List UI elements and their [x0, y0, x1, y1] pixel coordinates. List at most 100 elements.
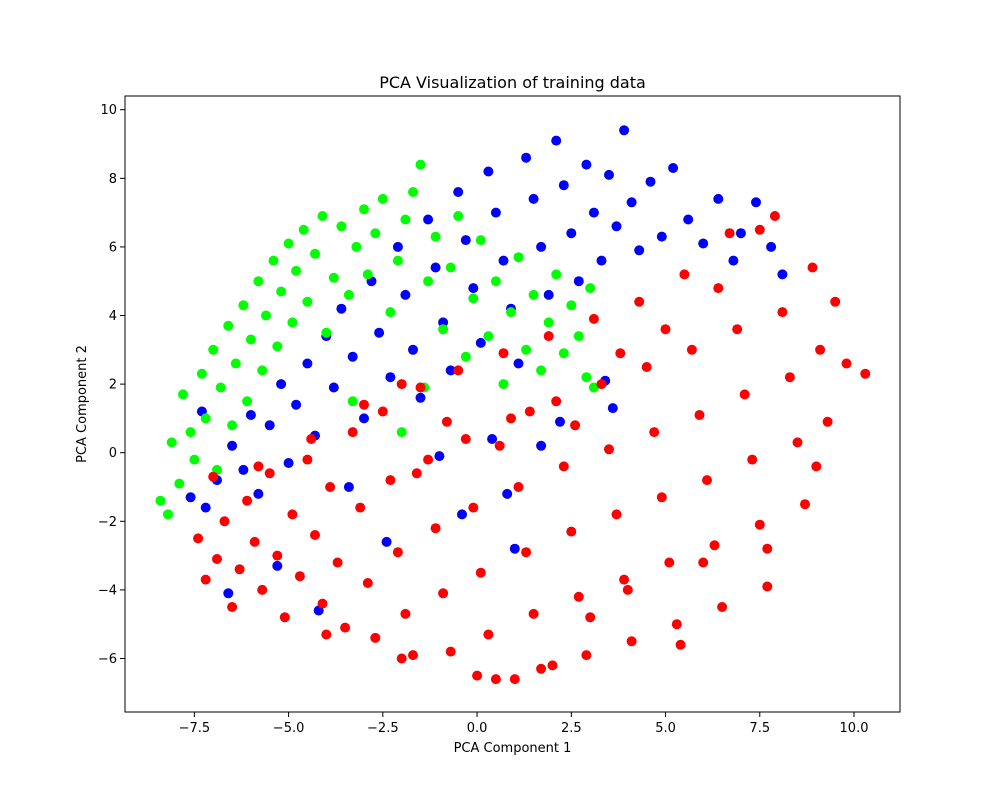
- data-point: [494, 440, 505, 451]
- data-point: [343, 482, 354, 492]
- y-tick-label: 10: [100, 103, 117, 118]
- data-point: [155, 495, 166, 506]
- data-point: [668, 163, 679, 173]
- data-point: [490, 207, 501, 218]
- data-point: [343, 289, 354, 300]
- data-point: [634, 296, 645, 307]
- data-point: [573, 331, 584, 342]
- data-point: [272, 550, 283, 561]
- data-point: [441, 416, 452, 427]
- data-point: [713, 283, 724, 294]
- plot-frame: [124, 95, 901, 713]
- data-point: [185, 492, 196, 503]
- data-point: [336, 221, 347, 232]
- y-tick-label: 4: [109, 309, 117, 324]
- data-point: [423, 454, 434, 465]
- data-point: [317, 211, 328, 221]
- data-point: [340, 622, 351, 633]
- data-point: [472, 670, 483, 681]
- data-point: [453, 187, 464, 197]
- data-point: [841, 358, 852, 369]
- data-point: [585, 283, 596, 294]
- y-tick-label: −6: [98, 652, 117, 667]
- data-point: [400, 608, 411, 619]
- data-point: [245, 410, 256, 420]
- data-point: [513, 252, 524, 263]
- data-point: [377, 406, 388, 417]
- data-point: [460, 351, 471, 362]
- data-point: [200, 413, 211, 424]
- data-point: [513, 482, 524, 492]
- data-point: [264, 420, 275, 431]
- data-point: [573, 591, 584, 602]
- data-point: [588, 382, 599, 393]
- data-point: [445, 262, 456, 273]
- data-point: [411, 468, 422, 479]
- data-point: [276, 286, 287, 297]
- data-point: [513, 358, 524, 369]
- data-point: [359, 399, 369, 410]
- data-point: [754, 519, 765, 530]
- data-point: [208, 471, 219, 482]
- data-point: [547, 660, 558, 671]
- data-point: [310, 248, 320, 259]
- data-point: [751, 197, 761, 208]
- data-point: [660, 324, 671, 335]
- data-point: [196, 368, 207, 379]
- data-point: [698, 238, 709, 249]
- data-point: [615, 348, 626, 359]
- data-point: [475, 337, 486, 348]
- data-point: [408, 650, 418, 661]
- data-point: [460, 235, 471, 246]
- data-point: [415, 159, 426, 170]
- data-point: [377, 193, 388, 204]
- data-point: [800, 499, 810, 510]
- data-point: [498, 255, 509, 266]
- data-point: [359, 204, 369, 215]
- data-point: [645, 176, 656, 187]
- data-point: [212, 554, 222, 564]
- data-point: [622, 584, 633, 595]
- data-point: [528, 289, 539, 300]
- series-1: [155, 159, 599, 520]
- data-point: [626, 636, 637, 647]
- data-point: [524, 406, 535, 417]
- data-point: [732, 324, 743, 335]
- data-point: [261, 310, 271, 321]
- data-point: [457, 509, 467, 520]
- data-point: [294, 571, 305, 582]
- data-point: [555, 416, 565, 427]
- data-point: [498, 379, 509, 390]
- data-point: [604, 169, 614, 180]
- x-tick-label: 2.5: [561, 721, 582, 736]
- data-point: [521, 547, 532, 558]
- data-point: [570, 420, 581, 431]
- data-point: [581, 650, 592, 661]
- data-point: [468, 293, 479, 304]
- data-point: [573, 276, 584, 287]
- data-point: [611, 509, 622, 520]
- data-point: [558, 461, 569, 472]
- data-point: [822, 416, 833, 427]
- data-point: [200, 574, 211, 585]
- x-tick-label: 10.0: [840, 721, 869, 736]
- data-point: [619, 125, 630, 136]
- data-point: [400, 289, 411, 300]
- data-point: [238, 464, 249, 475]
- data-point: [675, 639, 686, 650]
- data-point: [581, 159, 592, 170]
- data-point: [336, 303, 347, 314]
- data-point: [641, 362, 652, 372]
- data-point: [445, 365, 456, 376]
- data-point: [551, 396, 562, 407]
- data-point: [498, 348, 509, 359]
- data-point: [460, 434, 471, 444]
- data-point: [276, 379, 287, 390]
- data-point: [219, 516, 230, 527]
- data-point: [815, 344, 826, 355]
- data-point: [287, 317, 298, 328]
- data-point: [483, 331, 494, 342]
- data-point: [754, 224, 765, 235]
- data-point: [298, 224, 309, 235]
- y-tick-label: 2: [109, 378, 117, 393]
